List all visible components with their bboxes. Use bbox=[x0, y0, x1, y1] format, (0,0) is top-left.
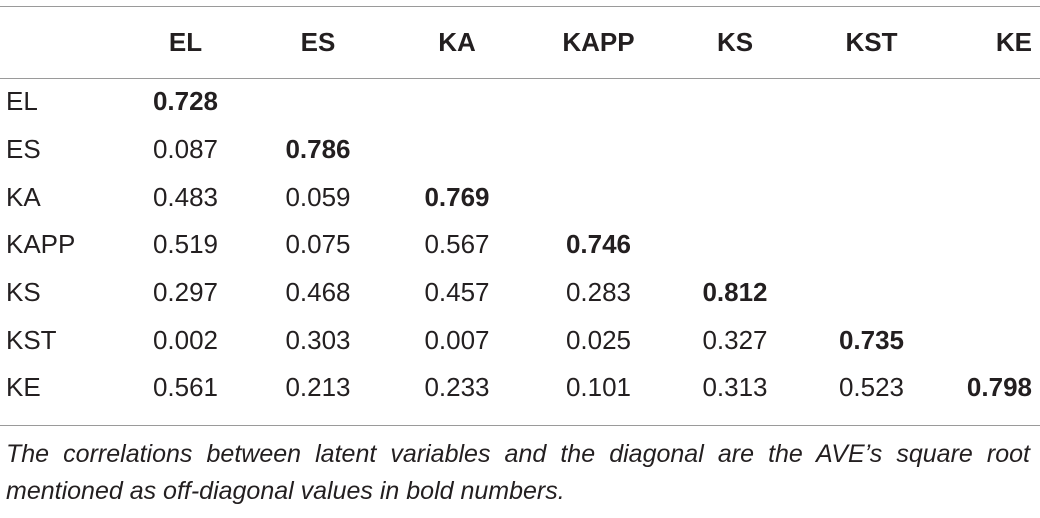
table-row: KAPP 0.519 0.075 0.567 0.746 bbox=[0, 221, 1040, 269]
diagonal-cell: 0.728 bbox=[152, 86, 219, 117]
table-cell: 0.567 bbox=[424, 229, 490, 260]
column-header: KAPP bbox=[562, 27, 635, 57]
column-header: KST bbox=[845, 27, 898, 57]
table-cell bbox=[676, 78, 794, 126]
table-row: EL 0.728 bbox=[0, 78, 1040, 126]
table-cell: 0.313 bbox=[702, 372, 768, 403]
table-cell: 0.059 bbox=[285, 181, 351, 212]
column-header: EL bbox=[168, 27, 203, 57]
table-cell: 0.002 bbox=[152, 324, 219, 355]
table-cell bbox=[676, 221, 794, 269]
table-cell bbox=[949, 173, 1040, 221]
diagonal-cell: 0.786 bbox=[285, 134, 351, 165]
row-label: ES bbox=[6, 134, 41, 165]
table-header: EL ES KA KAPP KS KST KE bbox=[0, 7, 1040, 78]
table-cell bbox=[949, 78, 1040, 126]
diagonal-cell: 0.746 bbox=[565, 229, 632, 260]
diagonal-cell: 0.769 bbox=[424, 181, 490, 212]
table-cell bbox=[676, 126, 794, 174]
table-cell: 0.483 bbox=[152, 181, 219, 212]
table-cell bbox=[949, 126, 1040, 174]
table-cell: 0.101 bbox=[565, 372, 632, 403]
table-cell bbox=[393, 78, 521, 126]
table-bottom-rule bbox=[0, 425, 1040, 426]
table-cell: 0.523 bbox=[838, 372, 905, 403]
table-cell bbox=[949, 269, 1040, 317]
table-cell: 0.075 bbox=[285, 229, 351, 260]
table-footnote: The correlations between latent variable… bbox=[6, 440, 1030, 505]
row-label: KST bbox=[6, 324, 57, 355]
row-label: KA bbox=[6, 181, 41, 212]
row-label: KE bbox=[6, 372, 41, 403]
table-cell: 0.519 bbox=[152, 229, 219, 260]
table-cell: 0.327 bbox=[702, 324, 768, 355]
table-cell: 0.087 bbox=[152, 134, 219, 165]
table-cell bbox=[521, 126, 676, 174]
table-top-rule bbox=[0, 6, 1040, 7]
diagonal-cell: 0.735 bbox=[838, 324, 905, 355]
table-row: KS 0.297 0.468 0.457 0.283 0.812 bbox=[0, 269, 1040, 317]
table-row: KE 0.561 0.213 0.233 0.101 0.313 0.523 0… bbox=[0, 364, 1040, 412]
column-header: KS bbox=[716, 27, 754, 57]
table-cell: 0.233 bbox=[424, 372, 490, 403]
header-corner-cell bbox=[0, 7, 128, 78]
table-cell: 0.303 bbox=[285, 324, 351, 355]
table-cell bbox=[949, 221, 1040, 269]
table-cell: 0.457 bbox=[424, 277, 490, 308]
table-cell bbox=[243, 78, 393, 126]
column-header: KA bbox=[438, 27, 476, 57]
table-cell: 0.213 bbox=[285, 372, 351, 403]
diagonal-cell: 0.798 bbox=[966, 372, 1032, 403]
table-header-rule bbox=[0, 78, 1040, 79]
table-cell bbox=[794, 78, 949, 126]
table-cell bbox=[949, 316, 1040, 364]
row-label: EL bbox=[6, 86, 38, 117]
table-cell bbox=[794, 269, 949, 317]
row-label: KS bbox=[6, 277, 41, 308]
table-cell: 0.283 bbox=[565, 277, 632, 308]
correlation-table: EL ES KA KAPP KS KST KE EL 0.728 ES 0.08… bbox=[0, 7, 1040, 412]
column-header: KE bbox=[995, 27, 1032, 57]
table-cell: 0.297 bbox=[152, 277, 219, 308]
table-cell bbox=[393, 126, 521, 174]
table-cell bbox=[676, 173, 794, 221]
diagonal-cell: 0.812 bbox=[702, 277, 768, 308]
table-cell bbox=[794, 221, 949, 269]
table-cell bbox=[794, 173, 949, 221]
table-cell: 0.468 bbox=[285, 277, 351, 308]
table-body: EL 0.728 ES 0.087 0.786 KA 0.483 0.059 0… bbox=[0, 78, 1040, 412]
table-row: ES 0.087 0.786 bbox=[0, 126, 1040, 174]
table-row: KST 0.002 0.303 0.007 0.025 0.327 0.735 bbox=[0, 316, 1040, 364]
table-cell: 0.561 bbox=[152, 372, 219, 403]
table-row: KA 0.483 0.059 0.769 bbox=[0, 173, 1040, 221]
row-label: KAPP bbox=[6, 229, 76, 260]
table-cell: 0.007 bbox=[424, 324, 490, 355]
table-cell: 0.025 bbox=[565, 324, 632, 355]
header-row: EL ES KA KAPP KS KST KE bbox=[0, 7, 1040, 78]
column-header: ES bbox=[300, 27, 336, 57]
table-cell bbox=[521, 173, 676, 221]
table-cell bbox=[794, 126, 949, 174]
table-cell bbox=[521, 78, 676, 126]
